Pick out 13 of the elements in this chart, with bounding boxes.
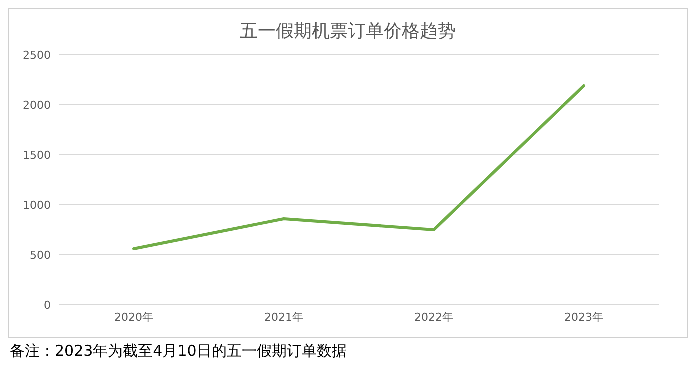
y-tick-label: 0 [44, 298, 51, 312]
x-tick-label: 2021年 [264, 310, 304, 324]
x-tick-label: 2023年 [564, 310, 604, 324]
y-tick-label: 1000 [23, 198, 51, 212]
y-tick-label: 500 [30, 248, 51, 262]
chart-title: 五一假期机票订单价格趋势 [239, 20, 457, 44]
line-series [132, 84, 586, 250]
x-tick-label: 2022年 [414, 310, 454, 324]
y-tick-label: 2000 [23, 98, 51, 112]
y-tick-label: 1500 [23, 148, 51, 162]
x-tick-label: 2020年 [114, 310, 154, 324]
text: 备注：2023年为截至4月10日的五一假期订单数据 [10, 342, 348, 361]
y-tick-label: 2500 [23, 48, 51, 62]
